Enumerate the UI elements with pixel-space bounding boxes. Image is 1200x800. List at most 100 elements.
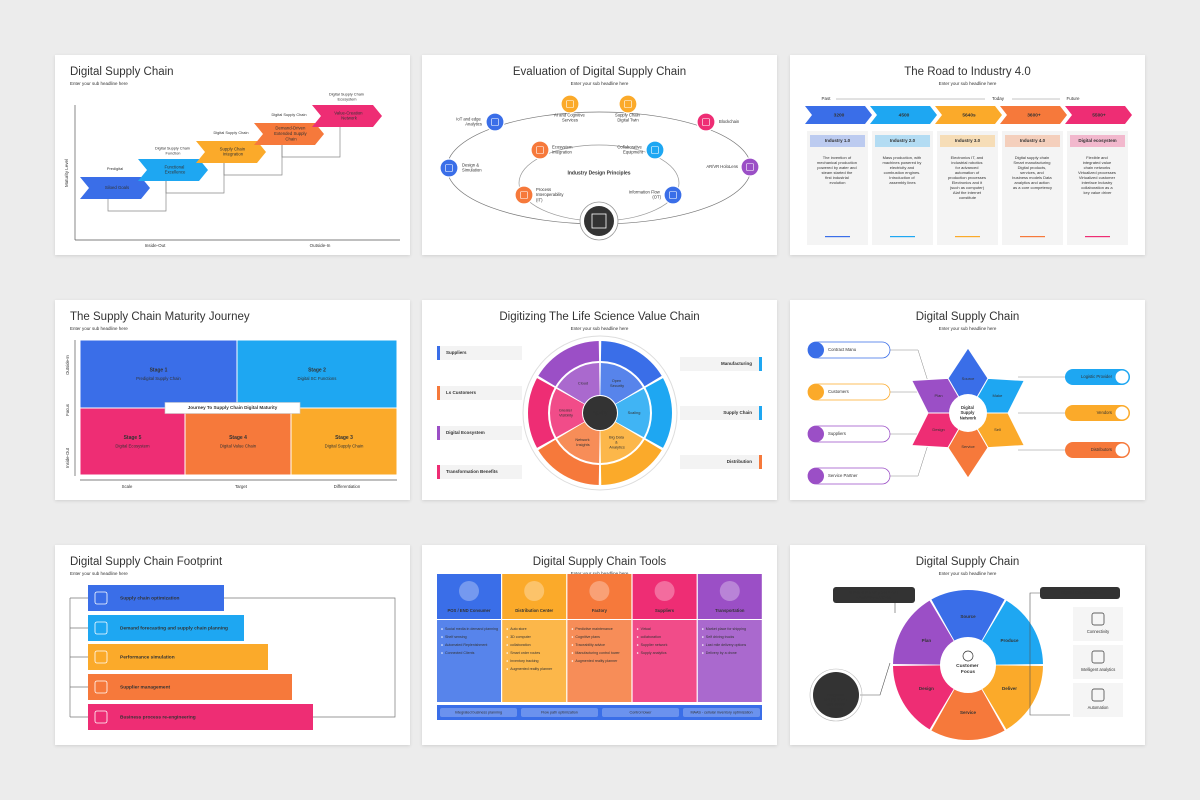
pill-label: Customers bbox=[828, 389, 849, 394]
text-line: Integration bbox=[223, 152, 244, 157]
year-label: 4500 bbox=[899, 112, 910, 118]
item-label: Supply Chain Digital Twin bbox=[615, 112, 641, 122]
pill-accent bbox=[759, 455, 762, 469]
column-name: Factory bbox=[592, 608, 608, 613]
column-item: Last mile delivery options bbox=[706, 643, 747, 647]
wheel-segment bbox=[931, 689, 1005, 741]
bullet bbox=[571, 652, 574, 654]
bar-label: Performance simulation bbox=[120, 654, 175, 660]
ring-segment bbox=[600, 439, 662, 485]
wheel-segment bbox=[893, 600, 954, 665]
item-icon bbox=[618, 94, 638, 114]
text-line: machines powered by bbox=[882, 160, 922, 165]
stage-pill bbox=[1070, 135, 1125, 147]
text-line: Predigital bbox=[107, 166, 123, 171]
bullet bbox=[506, 652, 508, 654]
column-item: Augmented reality planner bbox=[575, 659, 618, 663]
axis-label: Inside-Out bbox=[145, 243, 167, 248]
text-line: Digital products, bbox=[1018, 165, 1048, 170]
year-label: 3600+ bbox=[1027, 112, 1041, 118]
text-line: Analytics bbox=[465, 122, 482, 127]
step-caption: Predigital bbox=[107, 166, 123, 171]
segment-label: Make bbox=[993, 393, 1004, 398]
text-line: Digital supply chain bbox=[1015, 155, 1051, 160]
callout-box bbox=[833, 587, 915, 603]
text-line: (IT) bbox=[536, 197, 543, 202]
bar-icon bbox=[94, 621, 108, 635]
text-line: production processes bbox=[948, 175, 987, 180]
bar-icon bbox=[94, 650, 108, 664]
icon-glyph bbox=[445, 164, 453, 172]
stage-name: Stage 2 bbox=[308, 367, 326, 373]
pill-label: Supply Chain bbox=[723, 410, 752, 415]
text-line: supply chain bbox=[824, 698, 848, 702]
slide-subtitle: Enter your sub headline here bbox=[70, 571, 128, 576]
pill-label: Distribution bbox=[727, 459, 752, 464]
pill-accent bbox=[437, 386, 440, 400]
bullet bbox=[441, 636, 443, 638]
step-label: Value-Creation Network bbox=[334, 110, 364, 120]
ring-segment bbox=[615, 388, 650, 438]
text-line: Open bbox=[612, 378, 623, 383]
axis-label: Target bbox=[235, 484, 248, 489]
text-line: Integration bbox=[552, 150, 572, 155]
item-icon bbox=[740, 157, 760, 177]
stage-text: Digital Ecosystem bbox=[115, 444, 150, 449]
axis-label: Inside-Out bbox=[65, 447, 70, 468]
column-item: Smart order routes bbox=[510, 651, 540, 655]
pill bbox=[1065, 369, 1130, 385]
bullet bbox=[702, 628, 704, 630]
connector bbox=[223, 145, 283, 176]
axis-label: Focus bbox=[65, 404, 70, 416]
footer-pill bbox=[683, 708, 760, 717]
bar-label: Supply chain optimization bbox=[120, 595, 179, 601]
text-line: Digital Supply Chain bbox=[155, 146, 191, 151]
text-line: steam started the bbox=[821, 170, 853, 175]
outer-ring bbox=[522, 335, 678, 491]
stage-box bbox=[290, 407, 398, 476]
pill-accent bbox=[759, 406, 762, 420]
column-header bbox=[437, 574, 501, 619]
wheel-segment bbox=[982, 665, 1043, 730]
strategy-ring bbox=[809, 668, 863, 722]
text-line: Scaling bbox=[628, 410, 641, 415]
stage-box bbox=[184, 407, 292, 476]
timeline-arrow bbox=[805, 106, 872, 124]
year-label: 3200 bbox=[834, 112, 845, 118]
step-caption: Digital Supply Chain bbox=[271, 112, 306, 117]
slide-title: Digital Supply Chain bbox=[70, 66, 174, 78]
footer-label: Flow path optimization bbox=[541, 710, 578, 714]
slide-title: Digitizing The Life Science Value Chain bbox=[499, 311, 699, 323]
slide: Digital Supply Chain Tools Enter your sub… bbox=[422, 545, 777, 745]
pill-label: Contract Manu bbox=[828, 347, 857, 352]
column-item: Supplier network bbox=[641, 643, 668, 647]
segment-label: Design bbox=[919, 686, 934, 691]
stage-text: Predigital Supply Chain bbox=[136, 376, 181, 381]
segment-label: Design bbox=[932, 427, 944, 432]
footer-bar bbox=[437, 705, 762, 720]
pill-label: Distributors bbox=[1091, 447, 1112, 452]
stage-name: Industry 1.0 bbox=[825, 138, 851, 143]
slide-title: Digital Supply Chain bbox=[916, 311, 1020, 323]
slide-title: Digital Supply Chain Tools bbox=[533, 556, 667, 568]
bullet bbox=[506, 636, 508, 638]
slide-subtitle: Enter your sub headline here bbox=[70, 81, 128, 86]
ring-segment bbox=[600, 422, 643, 463]
capability-card bbox=[1073, 645, 1123, 679]
stage-text: Digital Value Chain bbox=[220, 444, 257, 449]
capability-label: Automation bbox=[1088, 705, 1109, 710]
bullet bbox=[441, 652, 443, 654]
bullet bbox=[506, 628, 508, 630]
center-icon bbox=[962, 650, 974, 662]
ring-label: Scaling bbox=[628, 410, 641, 415]
text-line: automation of bbox=[955, 170, 980, 175]
pill bbox=[680, 455, 762, 469]
text-line: assembly lines bbox=[889, 180, 915, 185]
slide-subtitle: Enter your sub headline here bbox=[571, 571, 629, 576]
slide-subtitle: Enter your sub headline here bbox=[70, 326, 128, 331]
column-item: collaboration bbox=[641, 635, 661, 639]
text-line: Interoperability bbox=[536, 192, 565, 197]
text-line: Demand-Driven bbox=[275, 126, 306, 131]
column-item: Augmented reality planner bbox=[510, 667, 553, 671]
